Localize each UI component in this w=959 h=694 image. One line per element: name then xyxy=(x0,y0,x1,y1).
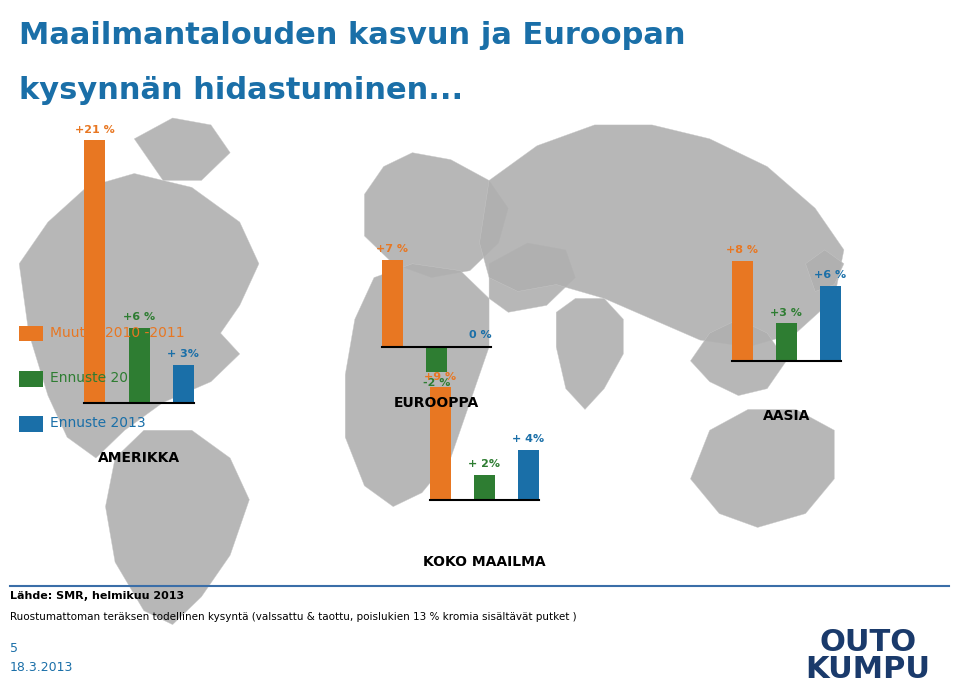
Polygon shape xyxy=(690,409,834,527)
Text: 5: 5 xyxy=(10,642,17,655)
Bar xyxy=(426,347,447,372)
Text: +3 %: +3 % xyxy=(770,308,803,318)
Polygon shape xyxy=(556,298,623,409)
Text: EUROOPPA: EUROOPPA xyxy=(394,396,479,409)
Polygon shape xyxy=(489,243,575,312)
Text: AASIA: AASIA xyxy=(762,409,810,423)
Text: AMERIKKA: AMERIKKA xyxy=(98,451,180,465)
Bar xyxy=(518,450,539,500)
Text: -2 %: -2 % xyxy=(423,378,450,387)
Bar xyxy=(820,286,841,361)
Text: +7 %: +7 % xyxy=(376,244,409,254)
Polygon shape xyxy=(134,118,230,180)
Polygon shape xyxy=(480,125,844,347)
Bar xyxy=(19,416,43,432)
Bar xyxy=(776,323,797,361)
Bar xyxy=(470,346,491,347)
Text: 18.3.2013: 18.3.2013 xyxy=(10,661,73,674)
Bar xyxy=(173,365,194,403)
Text: 0 %: 0 % xyxy=(469,330,492,340)
Text: Ennuste 2012: Ennuste 2012 xyxy=(50,371,146,385)
Bar xyxy=(129,328,150,403)
Text: OUTO
KUMPU: OUTO KUMPU xyxy=(806,628,930,684)
Text: Muutos 2010 -2011: Muutos 2010 -2011 xyxy=(50,326,184,340)
Text: +6 %: +6 % xyxy=(123,312,155,322)
Text: +21 %: +21 % xyxy=(75,125,115,135)
Text: Lähde: SMR, helmikuu 2013: Lähde: SMR, helmikuu 2013 xyxy=(10,591,184,601)
Bar xyxy=(382,260,403,347)
Polygon shape xyxy=(105,430,249,625)
Text: kysynnän hidastuminen...: kysynnän hidastuminen... xyxy=(19,76,463,105)
Text: +8 %: +8 % xyxy=(726,246,759,255)
Text: +6 %: +6 % xyxy=(814,271,847,280)
Text: + 4%: + 4% xyxy=(512,434,545,444)
Polygon shape xyxy=(690,319,786,396)
Text: Maailmantalouden kasvun ja Euroopan: Maailmantalouden kasvun ja Euroopan xyxy=(19,21,686,50)
Text: Ruostumattoman teräksen todellinen kysyntä (valssattu & taottu, poislukien 13 % : Ruostumattoman teräksen todellinen kysyn… xyxy=(10,612,576,622)
Bar xyxy=(19,326,43,341)
Bar xyxy=(84,140,105,403)
Polygon shape xyxy=(19,174,259,458)
Text: +9 %: +9 % xyxy=(424,372,456,382)
Bar xyxy=(474,475,495,500)
Polygon shape xyxy=(345,264,489,507)
Bar xyxy=(430,387,451,500)
Text: + 3%: + 3% xyxy=(167,350,199,359)
Bar xyxy=(732,261,753,361)
Text: KOKO MAAILMA: KOKO MAAILMA xyxy=(423,555,546,569)
Polygon shape xyxy=(806,250,844,291)
Polygon shape xyxy=(364,153,508,278)
Bar xyxy=(19,371,43,387)
Text: + 2%: + 2% xyxy=(468,459,501,469)
Text: Ennuste 2013: Ennuste 2013 xyxy=(50,416,146,430)
